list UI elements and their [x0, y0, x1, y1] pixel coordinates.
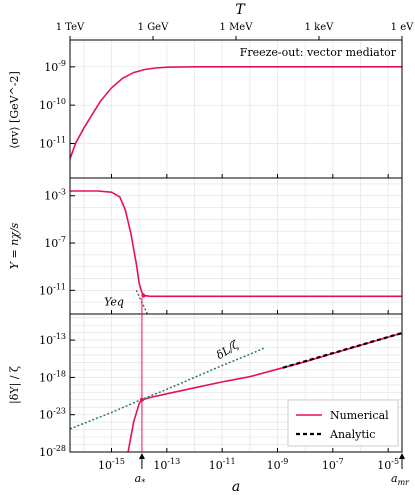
panel-frame — [69, 39, 403, 179]
panel-abundance: 10-3 10-7 10-11 Yeq — [39, 177, 403, 315]
y-tick-label: 10-10 — [39, 97, 66, 112]
panel-perturbation: 10-13 10-18 10-23 10-28 δL/ζ Numerical Analyti… — [39, 313, 403, 459]
top-axis-ticks: 1 TeV 1 GeV 1 MeV 1 keV 1 eV — [56, 22, 414, 40]
top-tick-label: 1 MeV — [220, 22, 254, 33]
series-line — [70, 66, 402, 160]
y-tick-label: 10-3 — [44, 188, 66, 203]
legend-box — [287, 399, 399, 447]
panel-frame — [69, 313, 403, 453]
bottom-tick-label: 10-5 — [377, 457, 399, 472]
series-line — [70, 347, 264, 430]
bottom-tick-label: 10-11 — [209, 457, 236, 472]
bottom-tick-label: 10-15 — [98, 457, 125, 472]
panel-cross-section: 10-9 10-10 10-11 Freeze-out: vector mediato… — [39, 39, 403, 179]
bottom-axis-label: a — [232, 479, 240, 495]
marker-label: a* — [135, 472, 146, 487]
ylabel-abundance: Y = nχ/s — [8, 222, 21, 269]
bottom-tick-label: 10-13 — [153, 457, 180, 472]
y-tick-label: 10-11 — [39, 136, 66, 151]
series-group — [70, 190, 402, 314]
top-tick-label: 1 TeV — [56, 22, 85, 33]
marker-arrow-head — [138, 453, 145, 459]
y-tick-label: 10-13 — [39, 332, 66, 347]
ylabel-cross-section: ⟨σv⟩ [GeV^-2] — [8, 71, 21, 149]
series-group — [70, 331, 402, 452]
marker-label: amr — [391, 472, 410, 487]
series-line — [135, 290, 149, 314]
y-tick-label: 10-18 — [39, 369, 66, 384]
series-group — [70, 66, 402, 160]
top-tick-label: 1 keV — [305, 22, 335, 33]
y-tick-label: 10-7 — [44, 235, 66, 250]
y-tick-label: 10-9 — [44, 59, 66, 74]
top-axis-label: T — [235, 2, 246, 18]
y-tick-label: 10-28 — [39, 444, 66, 459]
top-tick-label: 1 GeV — [138, 22, 169, 33]
ylabel-perturbation: |δY| / ζ — [8, 366, 22, 404]
legend-label: Numerical — [330, 409, 389, 422]
freeze-out-point — [141, 293, 146, 298]
y-tick-label: 10-11 — [39, 282, 66, 297]
yeq-label: Yeq — [104, 296, 124, 309]
delta-zeta-label: δL/ζ — [214, 338, 242, 362]
legend-label: Analytic — [329, 428, 375, 441]
marker-arrow-head — [399, 453, 405, 459]
bottom-axis-ticks: 10-15 10-13 10-11 10-9 10-7 10-5 a* amr — [98, 453, 410, 487]
panel-annotation: Freeze-out: vector mediator — [240, 46, 397, 59]
bottom-tick-label: 10-9 — [267, 457, 289, 472]
bottom-tick-label: 10-7 — [322, 457, 344, 472]
top-tick-label: 1 eV — [391, 22, 414, 33]
y-tick-label: 10-23 — [39, 407, 66, 422]
series-line — [70, 190, 402, 298]
